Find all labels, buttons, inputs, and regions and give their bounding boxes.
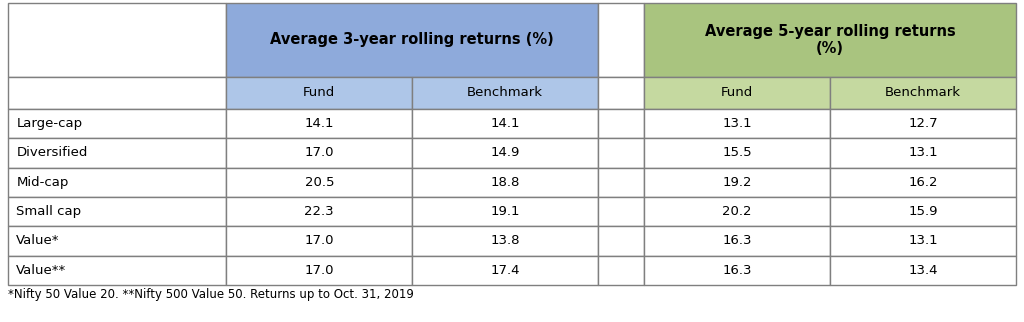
Text: 13.1: 13.1 xyxy=(908,234,938,248)
Bar xyxy=(226,226,413,256)
Bar xyxy=(598,138,644,168)
Bar xyxy=(226,3,598,77)
Text: Fund: Fund xyxy=(303,86,336,99)
Text: Value**: Value** xyxy=(16,264,67,277)
Text: 22.3: 22.3 xyxy=(304,205,334,218)
Text: 15.9: 15.9 xyxy=(908,205,938,218)
Text: Diversified: Diversified xyxy=(16,147,88,159)
Bar xyxy=(644,168,830,197)
Text: 16.3: 16.3 xyxy=(723,234,752,248)
Text: 13.4: 13.4 xyxy=(908,264,938,277)
Bar xyxy=(226,138,413,168)
Bar xyxy=(8,226,226,256)
Bar xyxy=(413,197,598,226)
Bar xyxy=(830,226,1016,256)
Text: 15.5: 15.5 xyxy=(722,147,752,159)
Bar xyxy=(598,197,644,226)
Text: Fund: Fund xyxy=(721,86,754,99)
Bar xyxy=(598,109,644,138)
Text: 13.8: 13.8 xyxy=(490,234,520,248)
Text: 12.7: 12.7 xyxy=(908,117,938,130)
Bar xyxy=(413,256,598,285)
Bar xyxy=(644,138,830,168)
Bar xyxy=(830,256,1016,285)
Bar xyxy=(413,138,598,168)
Text: Large-cap: Large-cap xyxy=(16,117,83,130)
Bar xyxy=(644,197,830,226)
Bar xyxy=(226,109,413,138)
Text: 19.1: 19.1 xyxy=(490,205,520,218)
Bar xyxy=(413,168,598,197)
Text: 14.1: 14.1 xyxy=(304,117,334,130)
Text: 20.2: 20.2 xyxy=(723,205,752,218)
Bar xyxy=(8,109,226,138)
Bar xyxy=(226,256,413,285)
Text: 16.2: 16.2 xyxy=(908,176,938,189)
Bar xyxy=(644,3,1016,77)
Text: 19.2: 19.2 xyxy=(723,176,752,189)
Bar xyxy=(644,226,830,256)
Text: 17.0: 17.0 xyxy=(304,147,334,159)
Text: Value*: Value* xyxy=(16,234,59,248)
Text: Benchmark: Benchmark xyxy=(885,86,961,99)
Bar xyxy=(8,3,226,77)
Bar xyxy=(598,256,644,285)
Bar xyxy=(644,77,830,109)
Bar xyxy=(413,77,598,109)
Bar xyxy=(830,109,1016,138)
Text: 20.5: 20.5 xyxy=(304,176,334,189)
Bar xyxy=(598,226,644,256)
Bar xyxy=(644,256,830,285)
Text: 17.4: 17.4 xyxy=(490,264,520,277)
Bar xyxy=(598,77,644,109)
Text: Small cap: Small cap xyxy=(16,205,82,218)
Bar xyxy=(8,138,226,168)
Bar xyxy=(8,197,226,226)
Bar xyxy=(226,197,413,226)
Bar xyxy=(413,226,598,256)
Bar xyxy=(413,109,598,138)
Text: 16.3: 16.3 xyxy=(723,264,752,277)
Text: 14.9: 14.9 xyxy=(490,147,520,159)
Text: 13.1: 13.1 xyxy=(722,117,752,130)
Text: Average 5-year rolling returns
(%): Average 5-year rolling returns (%) xyxy=(705,24,955,56)
Bar xyxy=(830,168,1016,197)
Bar xyxy=(830,138,1016,168)
Bar xyxy=(598,3,644,77)
Text: 18.8: 18.8 xyxy=(490,176,520,189)
Bar xyxy=(226,168,413,197)
Text: 17.0: 17.0 xyxy=(304,264,334,277)
Bar xyxy=(830,197,1016,226)
Text: Benchmark: Benchmark xyxy=(467,86,543,99)
Bar xyxy=(598,168,644,197)
Text: 13.1: 13.1 xyxy=(908,147,938,159)
Bar xyxy=(8,168,226,197)
Bar xyxy=(8,256,226,285)
Text: 14.1: 14.1 xyxy=(490,117,520,130)
Bar xyxy=(644,109,830,138)
Text: Mid-cap: Mid-cap xyxy=(16,176,69,189)
Bar xyxy=(8,77,226,109)
Text: Average 3-year rolling returns (%): Average 3-year rolling returns (%) xyxy=(270,33,554,47)
Text: 17.0: 17.0 xyxy=(304,234,334,248)
Text: *Nifty 50 Value 20. **Nifty 500 Value 50. Returns up to Oct. 31, 2019: *Nifty 50 Value 20. **Nifty 500 Value 50… xyxy=(8,288,414,301)
Bar xyxy=(226,77,413,109)
Bar xyxy=(830,77,1016,109)
